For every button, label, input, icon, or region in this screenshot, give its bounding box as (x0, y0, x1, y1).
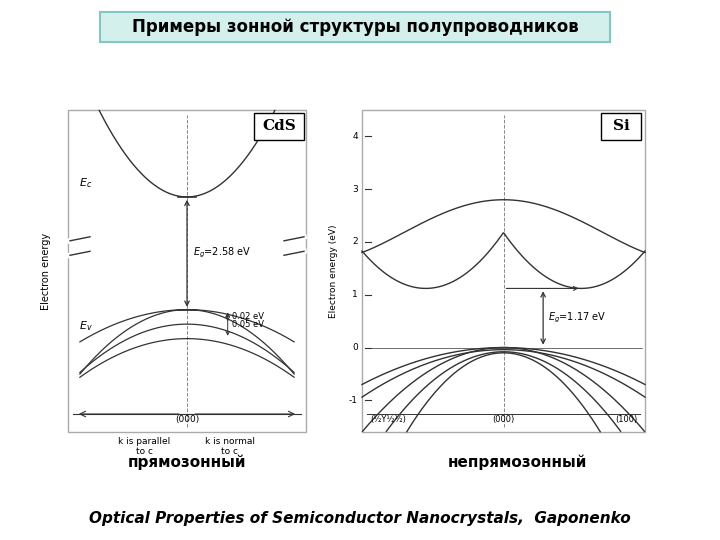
Text: $E_c$: $E_c$ (79, 177, 93, 191)
Text: $E_v$: $E_v$ (79, 319, 93, 333)
Text: (100): (100) (615, 415, 637, 424)
Text: 3: 3 (352, 185, 358, 194)
Text: Примеры зонной структуры полупроводников: Примеры зонной структуры полупроводников (132, 18, 578, 36)
Text: k is normal
to c: k is normal to c (205, 437, 255, 456)
Text: 2: 2 (352, 238, 358, 246)
Text: k is parallel
to c: k is parallel to c (118, 437, 171, 456)
Text: (½Y½½): (½Y½½) (370, 415, 406, 424)
Bar (362, 110, 645, 432)
Text: прямозонный: прямозонный (127, 454, 246, 470)
FancyBboxPatch shape (100, 12, 610, 42)
Bar (254, 113, 304, 140)
Text: Electron energy (eV): Electron energy (eV) (330, 224, 338, 318)
Text: $E_g$=1.17 eV: $E_g$=1.17 eV (548, 311, 606, 325)
Text: (000): (000) (175, 415, 199, 424)
Text: непрямозонный: непрямозонный (448, 454, 588, 470)
Text: 0: 0 (352, 343, 358, 352)
Text: (000): (000) (492, 415, 515, 424)
Text: $E_g$=2.58 eV: $E_g$=2.58 eV (193, 246, 251, 260)
Bar (68, 110, 306, 432)
Text: 0.02 eV: 0.02 eV (232, 312, 264, 321)
Text: Optical Properties of Semiconductor Nanocrystals,  Gaponenko: Optical Properties of Semiconductor Nano… (89, 510, 631, 525)
Text: 1: 1 (352, 291, 358, 299)
Text: 4: 4 (352, 132, 358, 141)
Text: 0.05 eV: 0.05 eV (232, 320, 264, 329)
Text: CdS: CdS (262, 119, 296, 133)
Text: -1: -1 (349, 396, 358, 405)
Text: Electron energy: Electron energy (41, 232, 51, 309)
Text: Si: Si (613, 119, 629, 133)
Bar (601, 113, 641, 140)
